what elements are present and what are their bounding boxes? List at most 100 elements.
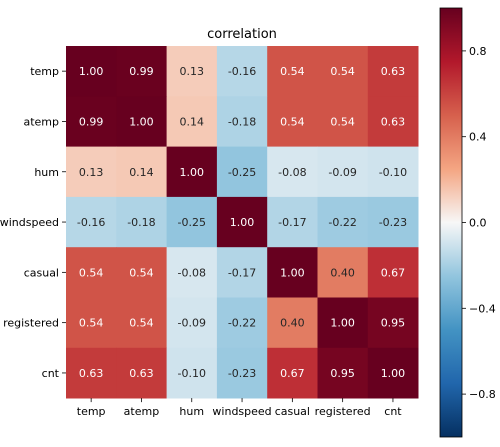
cell-value-label: 0.63: [381, 115, 406, 128]
cell-value-label: -0.25: [178, 216, 206, 229]
y-tick-label: atemp: [23, 115, 59, 128]
heatmap-cell: [166, 247, 218, 298]
cell-value-label: -0.23: [228, 367, 256, 380]
heatmap-cell: [267, 46, 318, 97]
heatmap-cell: [317, 96, 369, 147]
heatmap-cell: [216, 297, 268, 349]
heatmap-cell: [166, 347, 218, 399]
heatmap-cell: [116, 347, 167, 399]
heatmap-cell: [367, 297, 419, 349]
cell-value-label: 0.54: [280, 115, 305, 128]
y-tick-label: registered: [3, 317, 59, 330]
colorbar-tick-label: −0.4: [469, 302, 496, 315]
cell-value-label: 1.00: [129, 115, 154, 128]
heatmap-cell: [367, 347, 419, 399]
cell-value-label: 0.63: [381, 65, 406, 78]
cell-value-label: 0.99: [79, 115, 104, 128]
cell-value-label: -0.22: [328, 216, 356, 229]
cell-value-label: 0.54: [129, 266, 154, 279]
y-tick-label: cnt: [42, 367, 60, 380]
heatmap-cell: [166, 196, 218, 248]
chart-title: correlation: [207, 27, 277, 42]
heatmap-cell: [66, 247, 117, 298]
x-axis-ticks: temp atemp hum windspeed casual registered cnt: [77, 398, 402, 418]
heatmap-cells: 1.00 0.99 0.13 -0.16 0.54 0.54 0.63 0.99 1.00 0.1…: [66, 46, 419, 399]
cell-value-label: -0.23: [379, 216, 407, 229]
heatmap-cell: [116, 146, 167, 198]
cell-value-label: 0.67: [381, 266, 406, 279]
cell-value-label: 0.13: [79, 166, 104, 179]
cell-value-label: 0.13: [180, 65, 205, 78]
heatmap-cell: [166, 146, 218, 198]
cell-value-label: -0.10: [379, 166, 407, 179]
heatmap-cell: [317, 46, 369, 97]
heatmap-cell: [216, 146, 268, 198]
cell-value-label: 0.54: [330, 115, 355, 128]
heatmap-cell: [367, 46, 419, 97]
y-axis-ticks: temp atemp hum windspeed casual registered cnt: [0, 65, 66, 380]
heatmap-cell: [216, 196, 268, 248]
cell-value-label: -0.09: [178, 317, 206, 330]
cell-value-label: 0.95: [330, 367, 355, 380]
cell-value-label: 0.14: [180, 115, 205, 128]
heatmap-cell: [116, 46, 167, 97]
heatmap-cell: [116, 247, 167, 298]
heatmap-cell: [166, 96, 218, 147]
y-tick-label: casual: [24, 266, 59, 279]
cell-value-label: -0.25: [228, 166, 256, 179]
y-tick-label: temp: [30, 65, 59, 78]
heatmap-cell: [216, 46, 268, 97]
cell-value-label: -0.18: [127, 216, 155, 229]
x-tick-label: hum: [179, 405, 204, 418]
heatmap-cell: [66, 196, 117, 248]
cell-value-label: 1.00: [381, 367, 406, 380]
cell-value-label: -0.18: [228, 115, 256, 128]
colorbar-tick-label: −0.8: [469, 388, 496, 401]
x-tick-label: cnt: [384, 405, 402, 418]
cell-value-label: 1.00: [280, 266, 305, 279]
cell-value-label: -0.17: [278, 216, 306, 229]
heatmap-cell: [267, 96, 318, 147]
cell-value-label: 1.00: [79, 65, 104, 78]
heatmap-cell: [267, 247, 318, 298]
heatmap-cell: [66, 347, 117, 399]
cell-value-label: 0.54: [280, 65, 305, 78]
cell-value-label: -0.16: [228, 65, 256, 78]
heatmap-cell: [317, 247, 369, 298]
heatmap-cell: [66, 297, 117, 349]
cell-value-label: 0.54: [129, 317, 154, 330]
cell-value-label: 0.40: [280, 317, 305, 330]
heatmap-cell: [267, 297, 318, 349]
cell-value-label: 0.40: [330, 266, 355, 279]
heatmap-cell: [216, 96, 268, 147]
cell-value-label: 0.54: [330, 65, 355, 78]
heatmap-cell: [116, 297, 167, 349]
heatmap-cell: [166, 297, 218, 349]
cell-value-label: -0.16: [77, 216, 105, 229]
cell-value-label: 0.63: [129, 367, 154, 380]
cell-value-label: -0.08: [278, 166, 306, 179]
x-tick-label: windspeed: [212, 405, 271, 418]
cell-value-label: 0.63: [79, 367, 104, 380]
cell-value-label: 0.54: [79, 266, 104, 279]
x-tick-label: registered: [315, 405, 371, 418]
cell-value-label: 0.54: [79, 317, 104, 330]
heatmap-cell: [267, 347, 318, 399]
cell-value-label: -0.08: [178, 266, 206, 279]
y-tick-label: windspeed: [0, 216, 59, 229]
cell-value-label: 0.67: [280, 367, 305, 380]
heatmap-cell: [367, 146, 419, 198]
heatmap-cell: [317, 196, 369, 248]
heatmap-cell: [66, 46, 117, 97]
heatmap-cell: [116, 196, 167, 248]
heatmap-cell: [367, 196, 419, 248]
heatmap-cell: [317, 347, 369, 399]
heatmap-cell: [216, 247, 268, 298]
cell-value-label: -0.22: [228, 317, 256, 330]
heatmap-cell: [216, 347, 268, 399]
heatmap-cell: [66, 146, 117, 198]
colorbar-tick-label: 0.8: [469, 45, 487, 58]
colorbar: 0.8 0.4 0.0 −0.4 −0.8: [439, 7, 496, 438]
cell-value-label: 1.00: [230, 216, 255, 229]
